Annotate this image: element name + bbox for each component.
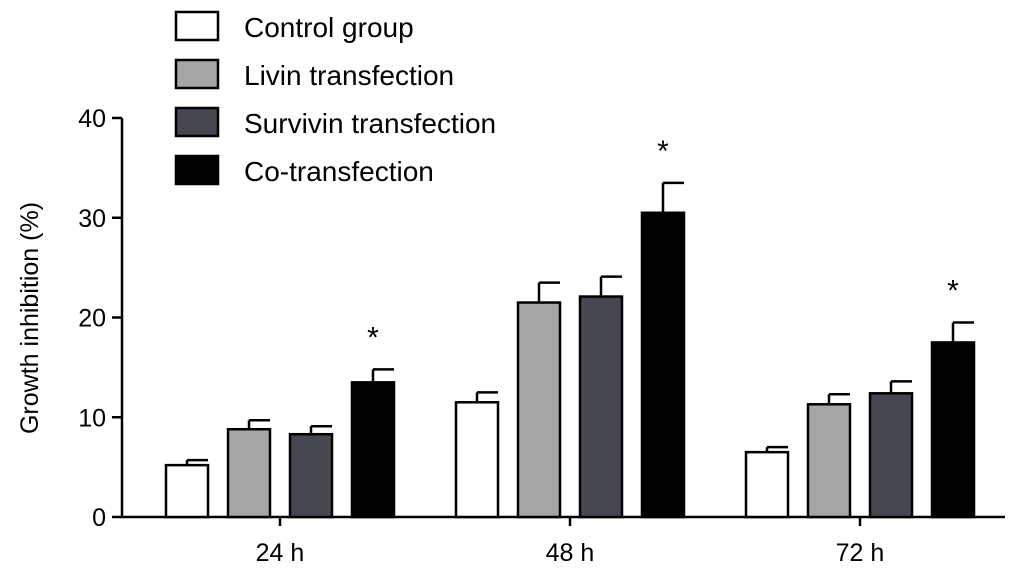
significance-marker: * xyxy=(947,274,959,307)
y-tick-label: 0 xyxy=(92,504,106,532)
bar xyxy=(288,432,334,519)
legend-swatch xyxy=(174,10,220,42)
bar xyxy=(164,463,210,519)
x-tick-label: 72 h xyxy=(836,539,885,567)
x-axis: 24 h 48 h 72 h xyxy=(122,515,1005,567)
legend-label: Co-transfection xyxy=(244,156,434,187)
bars xyxy=(164,211,976,519)
legend-swatch xyxy=(174,58,220,90)
bar xyxy=(578,295,624,519)
legend-swatch xyxy=(174,154,220,186)
bar xyxy=(454,401,500,519)
bar xyxy=(868,392,914,519)
legend-label: Survivin transfection xyxy=(244,108,496,139)
y-tick-label: 40 xyxy=(78,105,106,133)
bar xyxy=(930,341,976,519)
bar xyxy=(516,301,562,519)
legend-swatch xyxy=(174,106,220,138)
y-tick-label: 10 xyxy=(78,404,106,432)
x-tick-label: 48 h xyxy=(546,539,595,567)
bar xyxy=(350,381,396,519)
legend-label: Control group xyxy=(244,12,414,43)
error-bars xyxy=(185,181,974,466)
legend-label: Livin transfection xyxy=(244,60,454,91)
y-tick-label: 20 xyxy=(78,305,106,333)
y-tick-label: 30 xyxy=(78,205,106,233)
annotations: * * * xyxy=(367,135,959,355)
legend: Control group Livin transfection Survivin … xyxy=(174,10,496,187)
significance-marker: * xyxy=(367,321,379,354)
x-tick-label: 24 h xyxy=(256,539,305,567)
bar xyxy=(806,403,852,519)
significance-marker: * xyxy=(657,135,669,168)
bar xyxy=(226,427,272,519)
bar xyxy=(640,211,686,519)
bar xyxy=(744,450,790,519)
y-axis-label: Growth inhibition (%) xyxy=(16,202,44,434)
y-axis: 0 10 20 30 40 xyxy=(78,105,124,532)
